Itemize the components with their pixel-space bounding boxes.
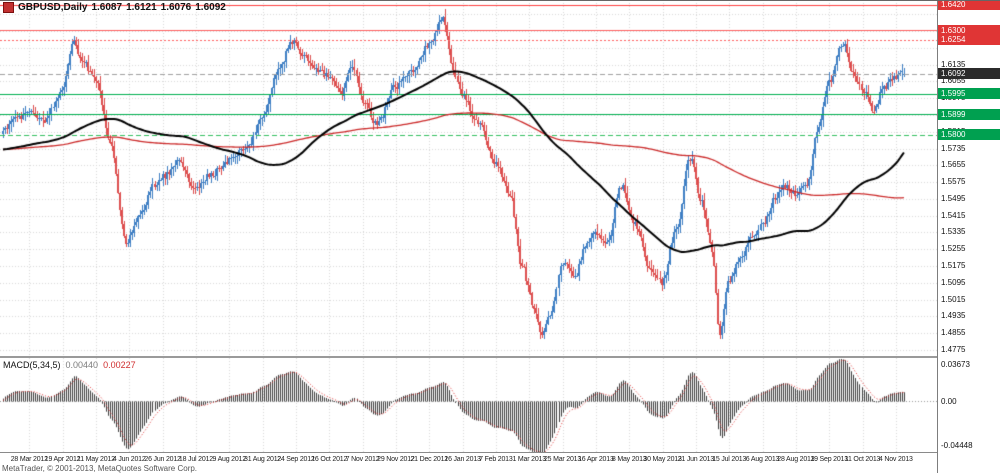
current-price-badge: 1.6092 — [938, 68, 1000, 79]
date-label: 26 Jun 2012 — [144, 456, 181, 463]
date-label: 28 Mar 2012 — [10, 456, 48, 463]
date-label: 11 Oct 2013 — [844, 456, 881, 463]
price-tick-label: 1.4935 — [941, 311, 966, 321]
date-label: 25 Mar 2013 — [543, 456, 582, 463]
date-label: 11 May 2012 — [77, 456, 115, 463]
low-value: 1.6076 — [160, 2, 192, 13]
panel-splitter[interactable] — [0, 356, 1000, 358]
price-tick-label: 1.5415 — [941, 210, 966, 220]
price-tick-label: 1.6055 — [941, 76, 966, 86]
copyright-text: MetaTrader, © 2001-2013, MetaQuotes Soft… — [2, 464, 198, 473]
chart-window-icon — [3, 2, 14, 13]
macd-label: MACD(5,34,5) — [3, 360, 61, 370]
price-tick-label: 1.6135 — [941, 59, 966, 69]
date-label: 16 Apr 2013 — [578, 456, 614, 463]
price-tick-label: 1.5175 — [941, 261, 966, 271]
price-tick-label: 1.5255 — [941, 244, 966, 254]
date-label: 16 Jan 2013 — [444, 456, 481, 463]
price-tick-label: 1.5095 — [941, 277, 966, 287]
date-label: 19 Apr 2012 — [44, 456, 81, 463]
close-value: 1.6092 — [195, 2, 226, 13]
time-axis: 28 Mar 2012 19 Apr 2012 11 May 2012 4 Jun 2… — [0, 452, 937, 474]
resistance-level-badge: 1.6420 — [938, 0, 1000, 10]
date-label: 1 Mar 2013 — [512, 456, 546, 463]
macd-axis-min: -0.04448 — [941, 441, 973, 450]
date-label: 6 Aug 2013 — [745, 456, 780, 463]
price-chart-canvas[interactable] — [0, 0, 937, 356]
date-label: 9 Aug 2012 — [212, 456, 247, 463]
price-tick-label: 1.4775 — [941, 344, 966, 354]
date-label: 18 Jul 2012 — [178, 456, 213, 463]
support-level-badge: 1.5995 — [938, 88, 1000, 99]
resistance-level-badge: 1.6254 — [938, 34, 1000, 45]
price-tick-label: 1.5575 — [941, 177, 966, 187]
date-label: 24 Sep 2012 — [277, 456, 315, 463]
price-tick-label: 1.5495 — [941, 193, 966, 203]
macd-signal-value: 0.00227 — [103, 360, 136, 370]
date-label: 7 Feb 2013 — [479, 456, 513, 463]
date-label: 28 Aug 2013 — [777, 456, 815, 463]
date-label: 19 Sep 2013 — [810, 456, 848, 463]
date-label: 4 Jun 2012 — [112, 456, 146, 463]
macd-axis-max: 0.03673 — [941, 360, 970, 369]
date-label: 4 Nov 2013 — [878, 456, 913, 463]
macd-axis-zero: 0.00 — [941, 396, 957, 406]
main-chart-panel: GBPUSD,Daily 1.6087 1.6121 1.6076 1.6092 — [0, 0, 937, 356]
macd-canvas[interactable] — [0, 358, 937, 452]
price-tick-label: 1.4855 — [941, 328, 966, 338]
resistance-level-badge: 1.6300 — [938, 25, 1000, 36]
date-label: 31 Aug 2012 — [244, 456, 282, 463]
date-label: 8 May 2013 — [611, 456, 647, 463]
price-tick-label: 1.5735 — [941, 143, 966, 153]
macd-main-value: 0.00440 — [65, 360, 99, 370]
price-tick-label: 1.5335 — [941, 227, 966, 237]
date-label: 29 Nov 2012 — [377, 456, 415, 463]
macd-panel: MACD(5,34,5) 0.00440 0.00227 — [0, 358, 937, 452]
date-label: 7 Nov 2012 — [345, 456, 380, 463]
chart-title-bar: GBPUSD,Daily 1.6087 1.6121 1.6076 1.6092 — [3, 2, 226, 13]
open-value: 1.6087 — [91, 2, 123, 13]
high-value: 1.6121 — [126, 2, 157, 13]
support-level-badge: 1.5800 — [938, 129, 1000, 140]
date-label: 15 Jul 2013 — [712, 456, 747, 463]
date-label: 21 Jun 2013 — [677, 456, 715, 463]
date-label: 21 Dec 2012 — [410, 456, 448, 463]
price-tick-label: 1.5655 — [941, 160, 966, 170]
macd-title: MACD(5,34,5) 0.00440 0.00227 — [3, 360, 136, 370]
date-label: 16 Oct 2012 — [311, 456, 348, 463]
date-label: 30 May 2013 — [643, 456, 682, 463]
support-level-badge: 1.5899 — [938, 109, 1000, 120]
price-axis: 0.03673 0.00 -0.04448 1.61351.60551.5975… — [937, 0, 1000, 473]
price-tick-label: 1.5015 — [941, 294, 966, 304]
symbol-timeframe-label: GBPUSD,Daily — [18, 2, 88, 13]
